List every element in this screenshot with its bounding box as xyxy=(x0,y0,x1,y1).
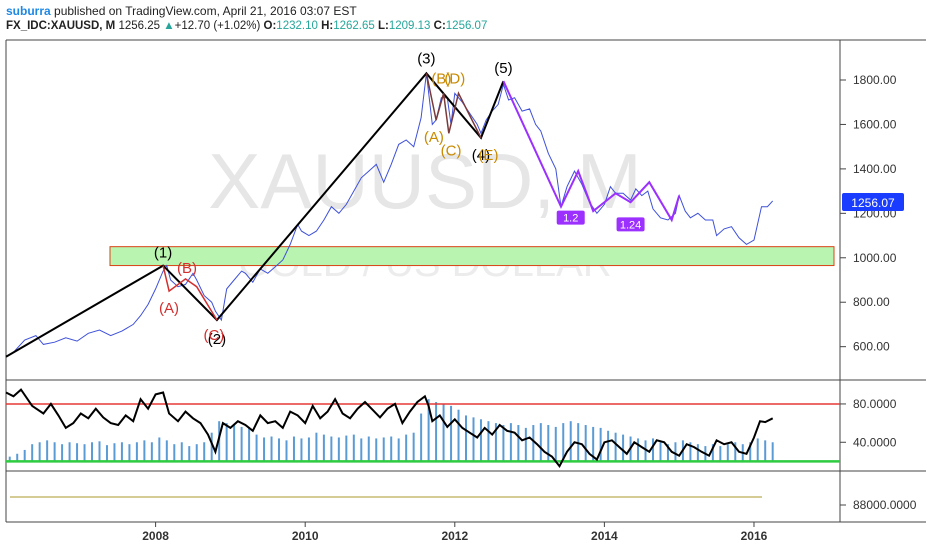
publish-text: published on TradingView.com, April 21, … xyxy=(54,4,357,18)
wave-label-5: (5) xyxy=(494,60,512,77)
wave-black-line xyxy=(5,71,505,358)
last-price-tag: 1256.07 xyxy=(842,193,904,211)
wave-label-4: (4) xyxy=(472,147,490,164)
publish-line: suburra published on TradingView.com, Ap… xyxy=(6,4,357,18)
low-value: 1209.13 xyxy=(388,20,431,32)
time-axis-label: 2014 xyxy=(591,529,618,543)
price-axis-label: 800.00 xyxy=(853,295,890,309)
last-price: 1256.25 xyxy=(118,20,161,32)
wave-label-3: (3) xyxy=(417,50,435,67)
price-axis-label: 1400.00 xyxy=(853,162,897,176)
wave-label-1: (1) xyxy=(154,245,172,262)
author-link[interactable]: suburra xyxy=(6,4,51,18)
high-value: 1262.65 xyxy=(333,20,375,32)
time-axis-label: 2016 xyxy=(741,529,768,543)
wave-label-red-c: (C) xyxy=(204,327,225,344)
price-axis-label: 1800.00 xyxy=(853,73,897,87)
last-price-tag-bg xyxy=(842,193,904,211)
wave-label-orange-d: (D) xyxy=(444,70,465,87)
wave-label-orange-b: (B) xyxy=(431,70,451,87)
wave-label-orange-c: (C) xyxy=(441,142,462,159)
low-label: L: xyxy=(378,20,389,32)
price-axis-label: 1600.00 xyxy=(853,117,897,131)
wave-label-red-a: (A) xyxy=(159,300,179,317)
open-value: 1232.10 xyxy=(276,20,318,32)
price-change: +12.70 (+1.02%) xyxy=(174,20,261,32)
open-label: O: xyxy=(263,20,277,32)
high-label: H: xyxy=(321,20,334,32)
fib-tag-1-bg xyxy=(556,210,585,225)
symbol-info-line: FX_IDC:XAUUSD, M 1256.25 ▲+12.70 (+1.02%… xyxy=(6,20,487,32)
price-axis-label: 1000.00 xyxy=(853,251,897,265)
fib-tag-2: 1.24 xyxy=(620,219,641,231)
oscillator-axis-label: 40.0000 xyxy=(853,435,897,449)
support-zone xyxy=(109,246,835,267)
symbol-name: FX_IDC:XAUUSD, M xyxy=(6,20,116,32)
wave-label-orange-e: (E) xyxy=(478,147,498,164)
wave-label-orange-a: (A) xyxy=(424,129,444,146)
time-axis-label: 2010 xyxy=(292,529,319,543)
last-price-tag-text: 1256.07 xyxy=(851,196,895,210)
fib-tag-2-bg xyxy=(616,217,645,232)
close-value: 1256.07 xyxy=(445,20,488,32)
wave-label-red-b: (B) xyxy=(177,260,197,277)
close-label: C: xyxy=(433,20,446,32)
wave-orange-line xyxy=(425,73,482,139)
fib-tag-1: 1.2 xyxy=(563,213,578,225)
wave-red-line xyxy=(162,265,218,321)
oscillator-axis-label: 80.0000 xyxy=(853,397,897,411)
oscillator-line xyxy=(5,388,774,469)
wave-purple-line xyxy=(502,80,681,223)
time-axis-label: 2008 xyxy=(142,529,169,543)
change-up-icon: ▲ xyxy=(163,20,175,32)
lower-axis-label: 88000.0000 xyxy=(853,498,917,512)
wave-label-2: (2) xyxy=(208,331,226,348)
time-axis-label: 2012 xyxy=(441,529,468,543)
price-axis-label: 600.00 xyxy=(853,340,890,354)
